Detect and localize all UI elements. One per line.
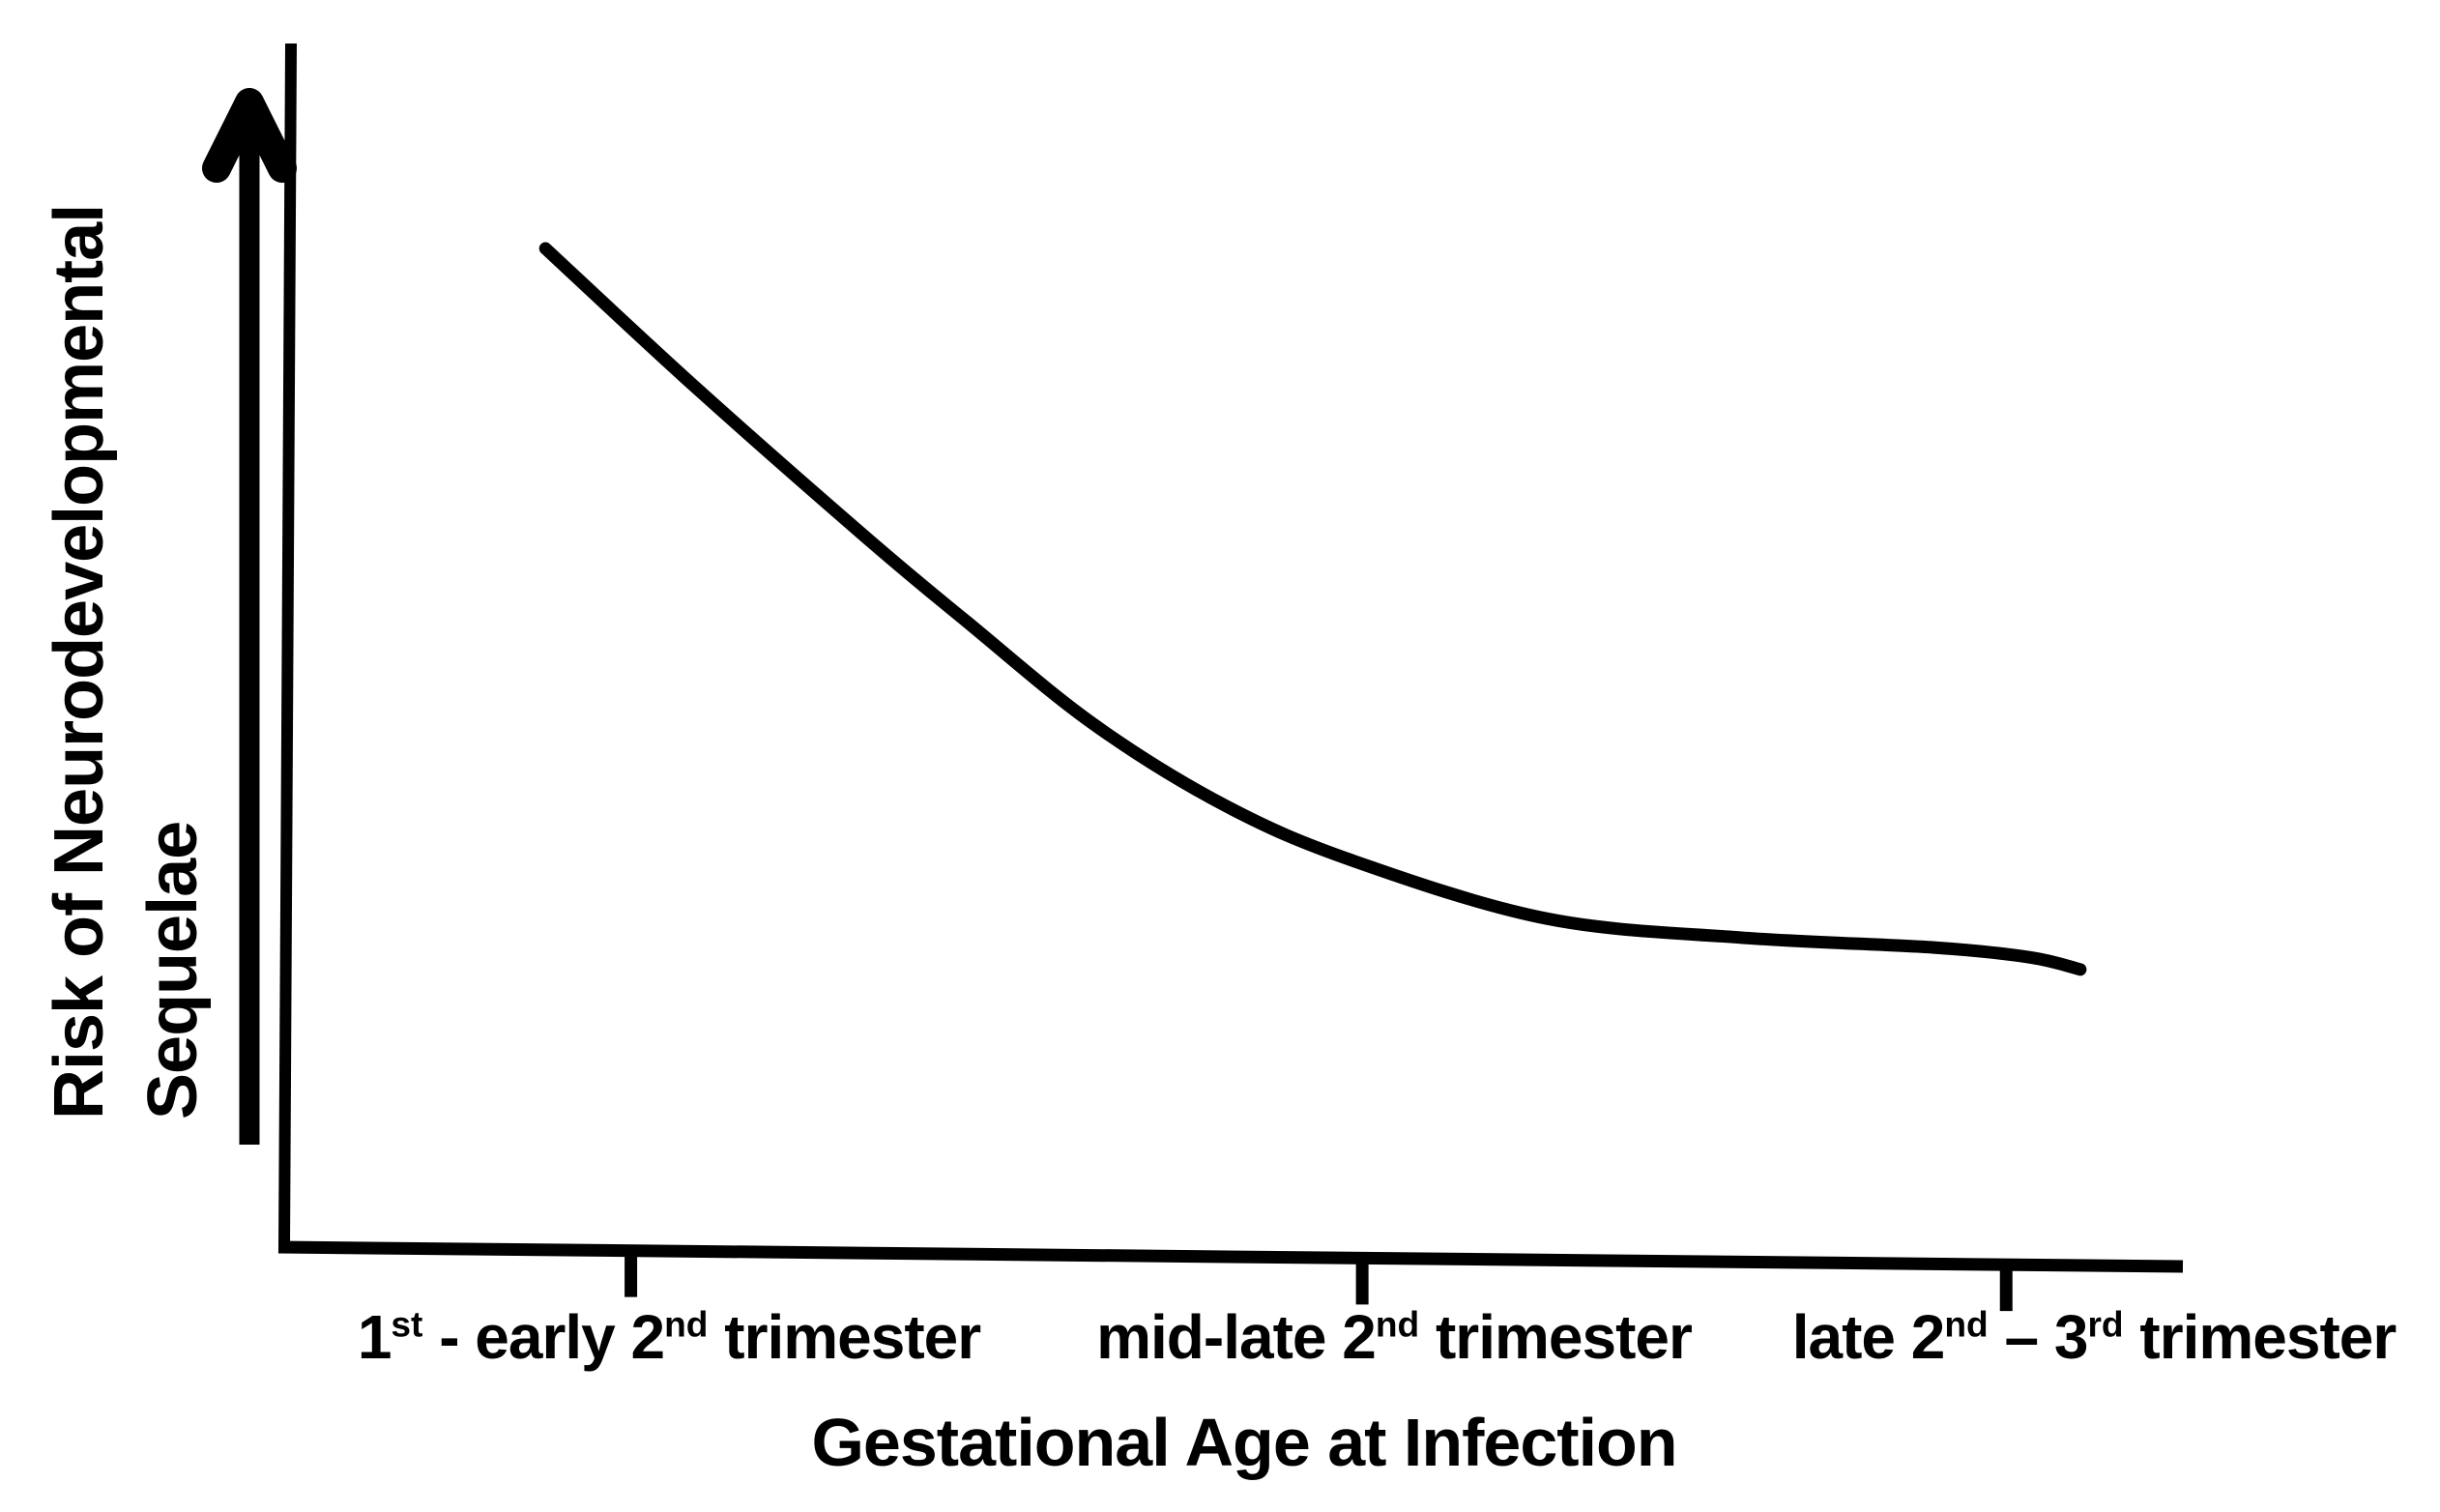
ordinal-superscript: nd: [664, 1303, 709, 1345]
x-tick-label-late-second-third: late 2nd – 3rd trimester: [1791, 1301, 2397, 1373]
x-axis-line: [277, 1240, 2184, 1273]
x-tick-label-mid-late-second: mid-late 2nd trimester: [1096, 1301, 1693, 1373]
label-text: 1: [357, 1302, 392, 1372]
label-text: – 3: [1988, 1302, 2089, 1372]
y-axis-label-line1: Risk of Neurodevelopmental: [41, 204, 118, 1119]
y-axis-line: [278, 43, 297, 1250]
x-axis-title: Gestational Age at Infection: [811, 1405, 1677, 1480]
label-text: trimester: [1419, 1302, 1693, 1372]
generated-chart-marks: [538, 242, 2087, 1312]
up-arrow-icon: [202, 88, 297, 183]
label-text: trimester: [708, 1302, 981, 1372]
label-text: late 2: [1791, 1302, 1946, 1372]
x-tick-label-first-early-second: 1st - early 2nd trimester: [357, 1301, 981, 1373]
label-text: - early 2: [422, 1302, 665, 1372]
label-text: mid-late 2: [1096, 1302, 1377, 1372]
ordinal-superscript: st: [391, 1303, 423, 1345]
risk-curve: [538, 242, 2087, 976]
ordinal-superscript: rd: [2087, 1303, 2124, 1345]
ordinal-superscript: nd: [1944, 1303, 1989, 1345]
ordinal-superscript: nd: [1375, 1303, 1420, 1345]
label-text: trimester: [2123, 1302, 2396, 1372]
y-axis-label: Risk of Neurodevelopmental Sequelae: [33, 205, 220, 1119]
y-axis-label-line2: Sequelae: [134, 821, 212, 1119]
